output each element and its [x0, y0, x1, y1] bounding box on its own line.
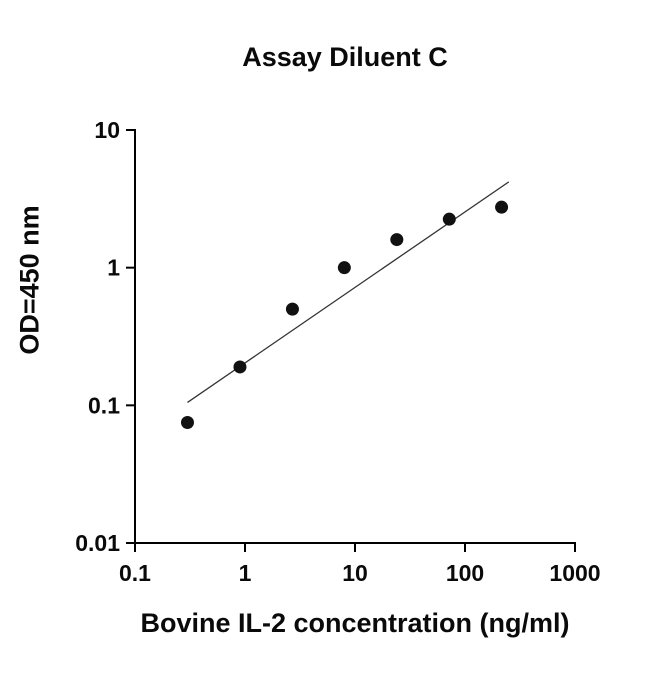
data-point [233, 360, 247, 374]
data-point [180, 416, 194, 430]
x-tick-label: 0.1 [119, 560, 151, 586]
y-tick-label: 1 [107, 255, 120, 281]
data-point [442, 212, 456, 226]
y-tick-label: 10 [94, 117, 120, 143]
data-point [285, 302, 299, 316]
y-tick-label: 0.1 [88, 392, 120, 418]
x-axis-title: Bovine IL-2 concentration (ng/ml) [140, 608, 570, 638]
x-tick-label: 1000 [549, 560, 600, 586]
x-tick-label: 1 [239, 560, 252, 586]
data-point [337, 261, 351, 275]
x-tick-label: 10 [342, 560, 368, 586]
y-tick-label: 0.01 [75, 530, 120, 556]
chart-title: Assay Diluent C [242, 42, 448, 72]
x-tick-label: 100 [446, 560, 484, 586]
data-point [390, 233, 404, 247]
data-point [495, 200, 509, 214]
